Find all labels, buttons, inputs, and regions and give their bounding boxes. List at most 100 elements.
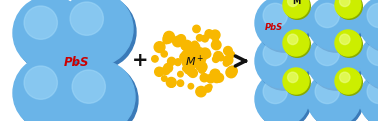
Circle shape (283, 68, 309, 94)
Circle shape (187, 69, 194, 76)
Circle shape (335, 30, 361, 56)
Circle shape (315, 41, 339, 66)
Circle shape (175, 60, 180, 66)
Circle shape (193, 25, 200, 33)
Circle shape (184, 66, 192, 74)
Circle shape (182, 57, 193, 68)
Circle shape (198, 67, 205, 73)
Circle shape (283, 30, 309, 56)
Circle shape (197, 57, 205, 65)
Circle shape (200, 66, 206, 72)
Circle shape (257, 0, 311, 52)
Circle shape (211, 40, 221, 50)
Circle shape (309, 0, 363, 52)
Circle shape (200, 62, 206, 68)
Circle shape (190, 43, 200, 52)
Circle shape (24, 6, 57, 39)
Circle shape (339, 72, 350, 83)
Circle shape (215, 73, 223, 82)
Circle shape (177, 80, 184, 86)
Circle shape (359, 72, 378, 121)
Circle shape (204, 51, 211, 58)
Circle shape (361, 74, 378, 121)
Circle shape (199, 50, 206, 57)
Circle shape (204, 85, 211, 92)
Circle shape (192, 56, 199, 63)
Circle shape (189, 56, 200, 67)
Circle shape (213, 38, 218, 43)
Circle shape (197, 35, 203, 41)
Circle shape (263, 3, 287, 28)
Circle shape (361, 0, 378, 52)
Circle shape (198, 62, 207, 71)
Circle shape (307, 0, 361, 50)
Circle shape (16, 59, 90, 121)
Circle shape (167, 79, 175, 87)
Circle shape (339, 0, 350, 7)
Circle shape (183, 66, 188, 71)
Circle shape (361, 36, 378, 90)
Circle shape (226, 67, 236, 78)
Circle shape (200, 74, 208, 82)
Circle shape (192, 55, 199, 62)
Circle shape (162, 67, 170, 75)
Circle shape (189, 55, 200, 66)
Circle shape (187, 53, 198, 63)
Circle shape (186, 61, 195, 70)
Circle shape (61, 60, 135, 121)
Circle shape (288, 0, 298, 7)
Circle shape (200, 48, 211, 59)
Circle shape (13, 0, 87, 70)
Circle shape (255, 72, 309, 121)
Text: PbS: PbS (63, 57, 89, 69)
Circle shape (255, 0, 309, 50)
Circle shape (166, 77, 176, 87)
Circle shape (180, 53, 189, 61)
Circle shape (196, 64, 202, 70)
Circle shape (288, 34, 298, 45)
Circle shape (24, 66, 57, 99)
Circle shape (284, 69, 310, 95)
Circle shape (263, 79, 287, 104)
Circle shape (185, 46, 195, 56)
Circle shape (152, 56, 158, 62)
Circle shape (367, 3, 378, 28)
Circle shape (315, 3, 339, 28)
Circle shape (196, 86, 206, 97)
Circle shape (335, 68, 361, 94)
Text: M: M (292, 0, 300, 5)
Circle shape (189, 69, 197, 77)
Circle shape (191, 41, 198, 48)
Circle shape (191, 56, 199, 64)
Circle shape (214, 52, 223, 61)
Circle shape (172, 36, 183, 47)
Circle shape (212, 70, 219, 77)
Circle shape (223, 55, 233, 65)
Circle shape (336, 31, 362, 57)
Circle shape (64, 63, 138, 121)
Circle shape (210, 30, 220, 40)
Circle shape (257, 36, 311, 90)
Circle shape (190, 53, 200, 63)
Circle shape (161, 51, 167, 57)
Circle shape (367, 79, 378, 104)
Circle shape (184, 50, 192, 58)
Circle shape (163, 38, 169, 44)
Circle shape (228, 51, 234, 58)
Circle shape (62, 0, 136, 69)
Circle shape (288, 72, 298, 83)
Circle shape (181, 41, 190, 50)
Circle shape (210, 69, 220, 79)
Circle shape (198, 52, 206, 60)
Circle shape (336, 69, 362, 95)
Circle shape (16, 0, 90, 73)
Circle shape (201, 35, 208, 42)
Circle shape (228, 66, 237, 76)
Circle shape (206, 74, 215, 83)
Circle shape (207, 84, 212, 89)
Text: $M^+$: $M^+$ (185, 53, 205, 69)
Circle shape (192, 58, 198, 64)
Circle shape (161, 76, 167, 81)
Circle shape (164, 63, 173, 72)
Circle shape (155, 67, 164, 76)
